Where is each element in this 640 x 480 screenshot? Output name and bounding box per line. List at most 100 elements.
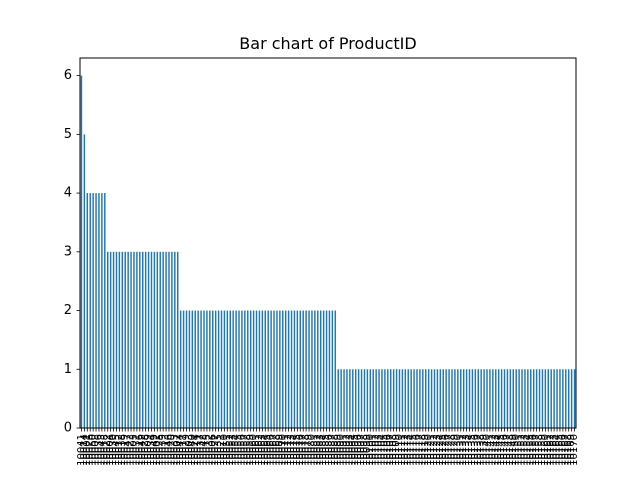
bar-10143	[495, 369, 497, 428]
bar-10155	[530, 369, 532, 428]
x-tick-label: 10040	[187, 434, 198, 466]
x-tick-label: 10029	[181, 434, 192, 466]
x-tick-label: 10105	[379, 434, 390, 466]
x-tick-label: 10092	[341, 434, 352, 466]
x-tick-label: 10139	[479, 434, 490, 466]
bar-10037	[200, 310, 202, 428]
x-tick-label: 10170	[569, 434, 580, 466]
x-tick-label: 10107	[385, 434, 396, 466]
x-tick-label: 10143	[490, 434, 501, 466]
y-tick-label: 5	[64, 127, 72, 142]
bar-10043	[101, 193, 103, 428]
bar-10151	[518, 369, 520, 428]
bar-10133	[465, 369, 468, 428]
y-tick-label: 3	[64, 244, 72, 259]
bar-10170	[573, 369, 576, 428]
x-tick-label: 10091	[339, 434, 350, 466]
bar-10139	[483, 369, 485, 428]
bar-10002	[156, 251, 159, 428]
x-tick-label: 10074	[289, 434, 300, 466]
x-tick-label: 10060	[248, 434, 259, 466]
x-tick-label: 10136	[470, 434, 481, 466]
x-tick-label: 10166	[557, 434, 568, 466]
x-tick-label: 10130	[452, 434, 463, 466]
x-tick-label: 10056	[236, 434, 247, 466]
bar-10079	[308, 310, 310, 428]
bar-10130	[457, 369, 459, 428]
bar-10058	[247, 310, 249, 428]
bar-10082	[317, 310, 319, 428]
x-tick-label: 10052	[225, 434, 236, 466]
bar-10117	[419, 369, 421, 428]
bar-10122	[433, 369, 436, 428]
x-tick-label: 10047	[123, 434, 134, 466]
x-tick-label: 10086	[324, 434, 335, 466]
y-tick-label: 1	[64, 362, 72, 377]
bar-10163	[553, 369, 555, 428]
x-tick-label: 10046	[163, 434, 174, 466]
x-tick-label: 10117	[414, 434, 425, 466]
x-tick-label: 10085	[321, 434, 332, 466]
bar-10013	[165, 251, 167, 428]
bar-10075	[296, 310, 299, 428]
bar-10132	[462, 369, 465, 428]
bar-10125	[442, 369, 444, 428]
bar-10100	[369, 369, 372, 428]
x-tick-label: 10063	[257, 434, 268, 466]
x-tick-label: 10100	[365, 434, 376, 466]
x-tick-label: 10140	[482, 434, 493, 466]
x-tick-label: 10146	[499, 434, 510, 466]
bar-10162	[550, 369, 552, 428]
bar-10131	[460, 369, 462, 428]
x-tick-label: 10017	[178, 434, 189, 466]
x-tick-label: 10121	[426, 434, 437, 466]
bar-10121	[430, 369, 433, 428]
bar-10059	[249, 310, 252, 428]
x-tick-label: 10039	[158, 434, 169, 466]
bar-10045	[115, 251, 118, 428]
x-tick-label: 10102	[371, 434, 382, 466]
bar-10062	[258, 310, 261, 428]
bar-10108	[392, 369, 395, 428]
bar-10051	[226, 310, 229, 428]
bar-10111	[401, 369, 404, 428]
x-tick-label: 10057	[239, 434, 250, 466]
x-tick-label: 10156	[528, 434, 539, 466]
bar-10076	[299, 310, 302, 428]
x-tick-label: 10005	[128, 434, 139, 466]
x-tick-label: 10075	[292, 434, 303, 466]
bar-10057	[244, 310, 246, 428]
x-tick-label: 10161	[543, 434, 554, 466]
x-tick-label: 10018	[99, 434, 110, 466]
x-tick-label: 10103	[374, 434, 385, 466]
x-tick-label: 10043	[96, 434, 107, 466]
bar-10068	[276, 310, 278, 428]
x-tick-label: 10041	[76, 434, 87, 466]
bar-10150	[515, 369, 517, 428]
x-tick-label: 10132	[458, 434, 469, 466]
x-tick-label: 10014	[79, 434, 90, 466]
x-tick-label: 10111	[397, 434, 408, 466]
bar-10030	[112, 251, 115, 428]
x-tick-label: 10080	[306, 434, 317, 466]
x-tick-label: 10129	[449, 434, 460, 466]
bar-10092	[346, 369, 348, 428]
bar-10025	[159, 251, 161, 428]
x-tick-label: 10128	[447, 434, 458, 466]
bar-10038	[121, 251, 124, 428]
bar-10066	[270, 310, 272, 428]
bar-10074	[293, 310, 296, 428]
x-tick-label: 10144	[493, 434, 504, 466]
x-tick-label: 10061	[251, 434, 262, 466]
x-tick-label: 10109	[391, 434, 402, 466]
x-tick-label: 10077	[298, 434, 309, 466]
bar-10086	[328, 310, 331, 428]
bar-10101	[372, 369, 374, 428]
x-tick-label: 10148	[505, 434, 516, 466]
bar-10146	[503, 369, 506, 428]
bar-10029	[185, 310, 188, 428]
x-tick-label: 10079	[304, 434, 315, 466]
x-tick-label: 10072	[283, 434, 294, 466]
chart-title: Bar chart of ProductID	[239, 34, 416, 53]
